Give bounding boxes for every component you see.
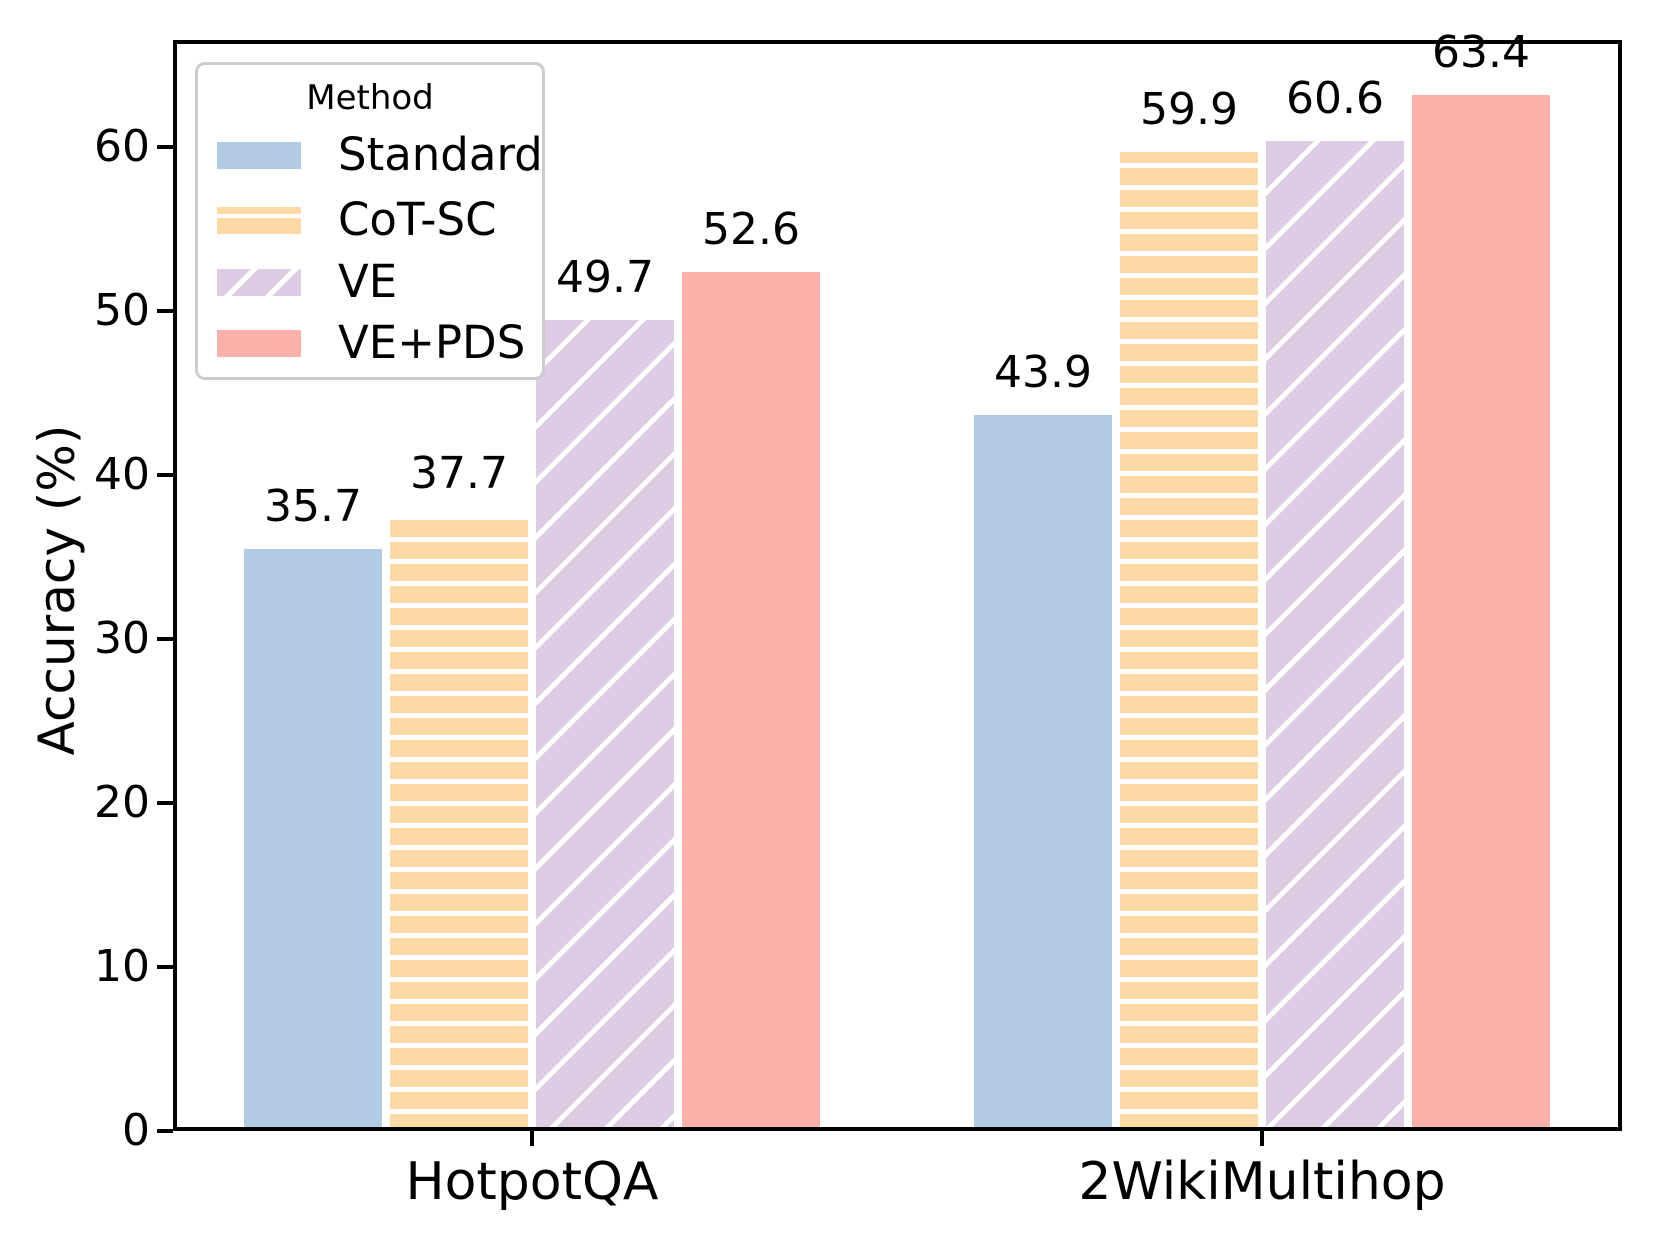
legend-swatch-ve <box>217 269 301 296</box>
bar-ve-2wikimultihop <box>1262 136 1408 1131</box>
bar-standard-2wikimultihop <box>970 410 1116 1131</box>
y-tick-mark-60 <box>157 144 173 149</box>
x-tick-mark-2wikimultihop <box>1260 1131 1264 1146</box>
y-tick-mark-20 <box>157 800 173 805</box>
bar-standard-hotpotqa <box>240 545 386 1131</box>
bar-ve-pds-2wikimultihop <box>1408 90 1554 1131</box>
legend-title: Method <box>306 78 434 118</box>
y-tick-label-50: 50 <box>94 284 150 336</box>
y-tick-label-40: 40 <box>94 448 150 500</box>
bar-cot-sc-2wikimultihop <box>1116 148 1262 1131</box>
legend-label-ve: VE <box>338 255 398 308</box>
legend-swatch-standard <box>217 142 301 169</box>
value-label-cot-sc-2wikimultihop: 59.9 <box>1140 84 1238 136</box>
bar-ve-pds-hotpotqa <box>678 268 824 1131</box>
value-label-standard-2wikimultihop: 43.9 <box>994 346 1092 398</box>
value-label-cot-sc-hotpotqa: 37.7 <box>410 448 508 500</box>
y-tick-label-10: 10 <box>94 940 150 992</box>
y-tick-mark-40 <box>157 472 173 477</box>
y-tick-mark-50 <box>157 308 173 313</box>
value-label-ve-pds-2wikimultihop: 63.4 <box>1432 26 1530 78</box>
y-tick-label-60: 60 <box>94 120 150 172</box>
legend-label-standard: Standard <box>338 128 543 181</box>
value-label-ve-hotpotqa: 49.7 <box>556 251 654 303</box>
legend-label-ve-pds: VE+PDS <box>338 316 526 369</box>
y-tick-mark-30 <box>157 636 173 641</box>
x-tick-label-2wikimultihop: 2WikiMultihop <box>1078 1152 1446 1212</box>
y-tick-label-20: 20 <box>94 776 150 828</box>
value-label-standard-hotpotqa: 35.7 <box>264 481 362 533</box>
x-tick-mark-hotpotqa <box>530 1131 534 1146</box>
bar-cot-sc-hotpotqa <box>386 512 532 1131</box>
legend-label-cot-sc: CoT-SC <box>338 193 497 246</box>
legend-swatch-cot-sc <box>217 207 301 234</box>
legend: Method Standard CoT-SC VE VE+PDS <box>195 62 545 380</box>
y-tick-mark-0 <box>157 1129 173 1133</box>
y-tick-label-0: 0 <box>122 1105 150 1156</box>
y-tick-mark-10 <box>157 964 173 969</box>
bar-ve-hotpotqa <box>532 315 678 1131</box>
value-label-ve-pds-hotpotqa: 52.6 <box>702 204 800 256</box>
y-tick-label-30: 30 <box>94 612 150 664</box>
legend-swatch-ve-pds <box>217 330 301 357</box>
x-tick-label-hotpotqa: HotpotQA <box>405 1152 659 1212</box>
value-label-ve-2wikimultihop: 60.6 <box>1286 72 1384 124</box>
